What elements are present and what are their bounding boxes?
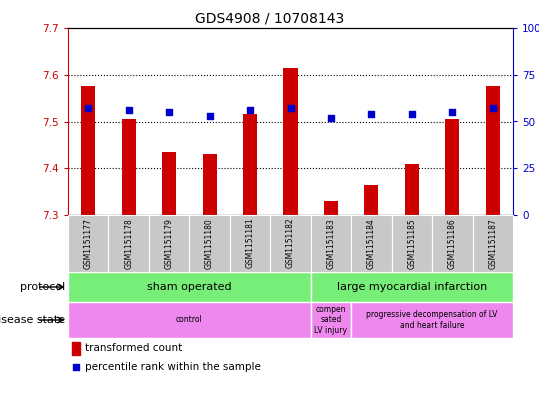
Text: GSM1151184: GSM1151184 [367, 218, 376, 268]
Bar [473, 215, 513, 272]
Bar [324, 201, 338, 215]
Text: GSM1151186: GSM1151186 [448, 218, 457, 268]
Text: GSM1151185: GSM1151185 [407, 218, 416, 268]
Text: GSM1151183: GSM1151183 [327, 218, 335, 268]
Bar [392, 215, 432, 272]
Bar [81, 86, 95, 215]
Bar [108, 215, 149, 272]
Point [205, 113, 214, 119]
Bar [243, 114, 257, 215]
Point [125, 107, 133, 114]
Point [448, 109, 457, 115]
Bar [405, 163, 419, 215]
Text: GSM1151179: GSM1151179 [164, 218, 174, 269]
Point [488, 105, 497, 112]
Text: protocol: protocol [20, 282, 65, 292]
Text: transformed count: transformed count [85, 343, 182, 353]
Bar [72, 342, 80, 354]
Bar [351, 302, 513, 338]
Bar [445, 119, 459, 215]
Bar [230, 215, 270, 272]
Bar [432, 215, 473, 272]
Text: progressive decompensation of LV
and heart failure: progressive decompensation of LV and hea… [367, 310, 498, 330]
Bar [122, 119, 136, 215]
Bar [162, 152, 176, 215]
Point [407, 111, 416, 117]
Point [327, 115, 335, 121]
Text: compen
sated
LV injury: compen sated LV injury [314, 305, 348, 335]
Point [367, 111, 376, 117]
Text: GSM1151181: GSM1151181 [246, 218, 254, 268]
Text: sham operated: sham operated [147, 282, 232, 292]
Bar [189, 215, 230, 272]
Text: GDS4908 / 10708143: GDS4908 / 10708143 [195, 11, 344, 25]
Text: GSM1151177: GSM1151177 [84, 218, 93, 269]
Point [286, 105, 295, 112]
Text: GSM1151180: GSM1151180 [205, 218, 214, 268]
Bar [364, 185, 378, 215]
Bar [68, 302, 310, 338]
Bar [284, 68, 298, 215]
Bar [270, 215, 310, 272]
Text: GSM1151182: GSM1151182 [286, 218, 295, 268]
Bar [310, 302, 351, 338]
Bar [310, 272, 513, 302]
Point [72, 364, 81, 370]
Text: disease state: disease state [0, 315, 65, 325]
Bar [149, 215, 189, 272]
Bar [203, 154, 217, 215]
Point [84, 105, 93, 112]
Text: percentile rank within the sample: percentile rank within the sample [85, 362, 261, 372]
Bar [68, 215, 108, 272]
Bar [351, 215, 392, 272]
Bar [310, 215, 351, 272]
Point [246, 107, 254, 114]
Bar [68, 272, 310, 302]
Bar [486, 86, 500, 215]
Point [165, 109, 174, 115]
Text: GSM1151178: GSM1151178 [124, 218, 133, 268]
Text: control: control [176, 316, 203, 325]
Text: GSM1151187: GSM1151187 [488, 218, 497, 268]
Text: large myocardial infarction: large myocardial infarction [337, 282, 487, 292]
